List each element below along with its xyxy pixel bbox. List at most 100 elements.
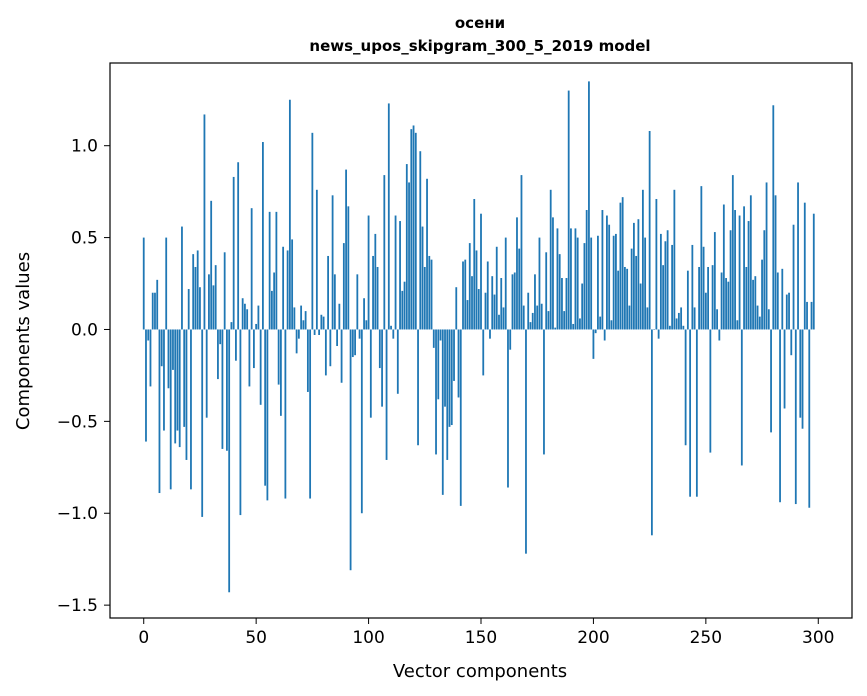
bar-19 (185, 329, 188, 460)
bar-161 (504, 237, 507, 330)
bar-164 (511, 274, 514, 330)
bar-216 (628, 305, 631, 330)
bar-106 (381, 329, 383, 407)
bar-274 (758, 316, 761, 330)
bar-184 (556, 228, 559, 330)
bar-124 (421, 226, 424, 330)
bar-281 (774, 195, 777, 330)
bar-153 (486, 261, 489, 330)
bar-290 (794, 329, 797, 505)
bar-17 (181, 226, 183, 330)
bar-55 (266, 329, 269, 501)
bar-269 (747, 221, 750, 330)
bar-255 (716, 309, 718, 330)
bar-289 (792, 224, 795, 330)
bar-79 (320, 314, 323, 330)
bar-234 (668, 325, 671, 330)
bar-163 (509, 329, 512, 350)
bar-101 (369, 329, 372, 418)
bar-187 (563, 311, 566, 330)
bar-89 (342, 243, 345, 330)
bar-225 (648, 131, 651, 330)
bar-56 (268, 211, 271, 330)
bar-251 (707, 266, 709, 330)
bar-271 (752, 279, 754, 330)
bar-212 (619, 202, 622, 330)
bar-276 (763, 230, 766, 330)
bar-103 (374, 233, 377, 330)
bar-34 (219, 329, 222, 345)
bars-group (142, 81, 815, 593)
bar-149 (477, 289, 480, 330)
bar-288 (790, 329, 793, 356)
bar-110 (390, 325, 392, 330)
bar-177 (540, 303, 543, 330)
bar-145 (468, 243, 471, 330)
bar-105 (378, 329, 381, 369)
bar-196 (583, 243, 586, 330)
bar-160 (502, 307, 505, 330)
bar-4 (151, 292, 154, 330)
bar-273 (756, 305, 759, 330)
bar-99 (365, 320, 368, 330)
bar-75 (311, 132, 314, 330)
bar-16 (178, 329, 181, 448)
bar-185 (558, 254, 561, 330)
bar-242 (686, 270, 689, 330)
bar-190 (570, 228, 572, 330)
bar-254 (713, 232, 716, 330)
bar-41 (235, 329, 237, 361)
bar-230 (659, 233, 662, 330)
bar-92 (349, 329, 352, 571)
bar-224 (646, 307, 649, 330)
bar-192 (574, 228, 577, 330)
bar-280 (772, 105, 775, 330)
bar-241 (684, 329, 687, 446)
bar-195 (581, 283, 584, 330)
bar-15 (176, 329, 179, 431)
bar-87 (338, 303, 341, 330)
bar-214 (624, 266, 626, 330)
bar-166 (516, 217, 518, 330)
bar-245 (693, 307, 696, 330)
bar-168 (520, 175, 523, 330)
bar-131 (437, 329, 440, 400)
bar-129 (432, 329, 435, 348)
bar-231 (662, 265, 665, 330)
bar-181 (549, 189, 552, 330)
bar-252 (709, 329, 712, 453)
bar-293 (801, 329, 804, 429)
bar-297 (810, 301, 813, 330)
bar-204 (601, 210, 604, 330)
bar-116 (403, 281, 406, 330)
bar-52 (259, 329, 262, 405)
bar-68 (295, 329, 298, 354)
bar-143 (464, 259, 467, 330)
bar-167 (518, 248, 521, 330)
bar-191 (572, 323, 575, 330)
bar-45 (244, 303, 246, 330)
bar-39 (230, 322, 233, 330)
y-tick-label: −1.5 (57, 596, 98, 616)
bar-42 (237, 162, 240, 330)
bar-88 (340, 329, 343, 383)
bar-268 (745, 266, 748, 330)
bar-58 (273, 272, 276, 330)
bar-292 (799, 329, 802, 418)
x-tick-label: 200 (577, 628, 609, 648)
bar-229 (657, 329, 660, 339)
bar-138 (453, 329, 455, 381)
bar-132 (439, 329, 442, 341)
bar-262 (731, 175, 734, 330)
bar-36 (223, 252, 226, 330)
bar-238 (677, 312, 680, 330)
bar-53 (262, 142, 264, 330)
bar-197 (585, 210, 588, 330)
y-tick-label: 0.0 (71, 320, 98, 340)
bar-278 (767, 309, 770, 330)
bar-134 (444, 329, 446, 407)
bar-226 (650, 329, 653, 536)
bar-111 (392, 329, 395, 339)
bar-14 (174, 329, 177, 444)
